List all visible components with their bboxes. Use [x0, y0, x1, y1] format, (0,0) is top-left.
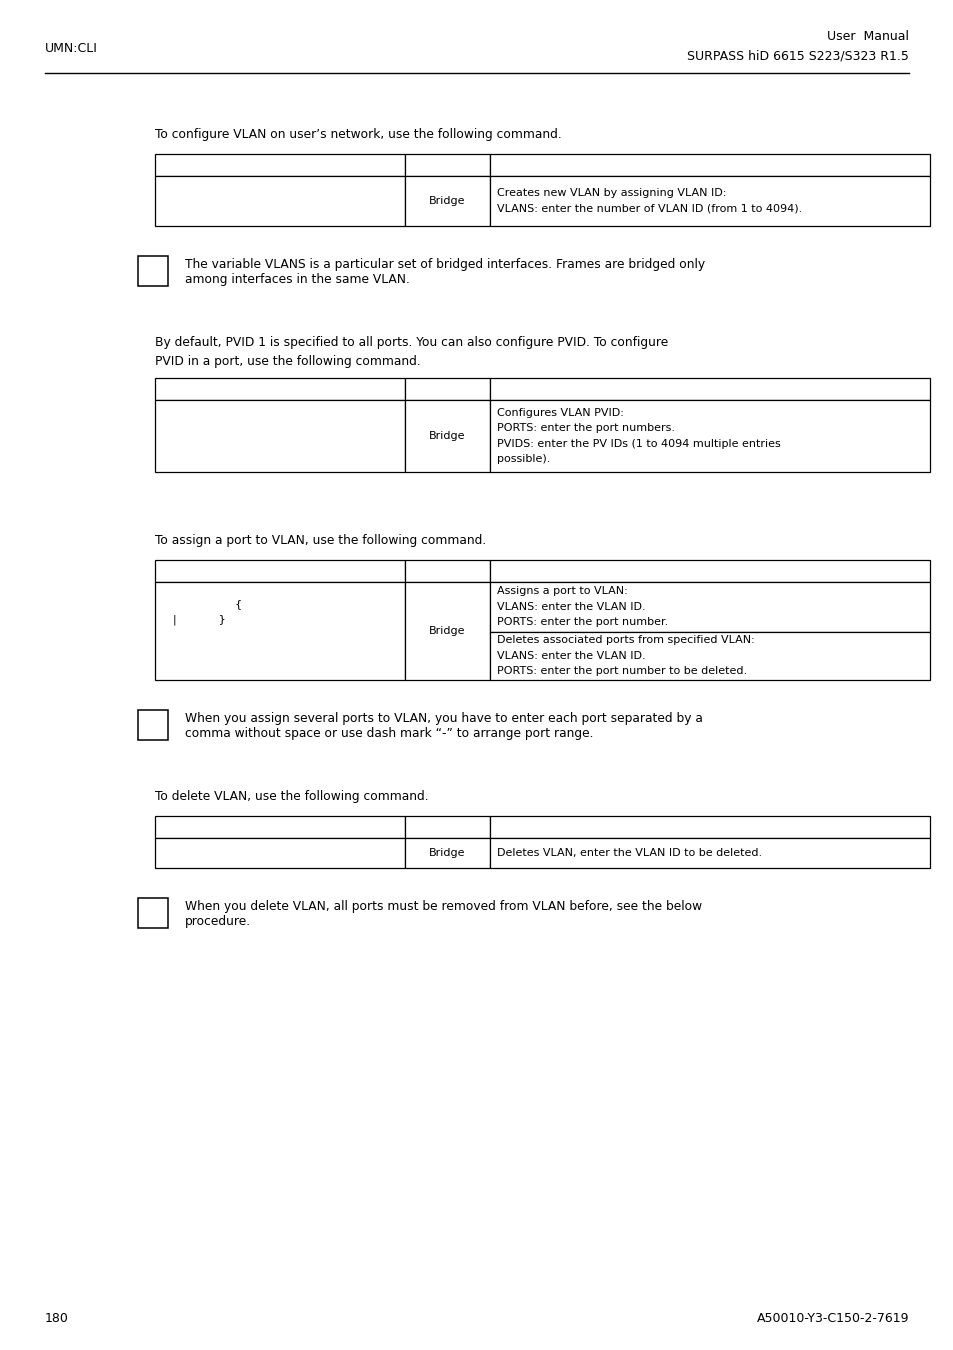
Bar: [490, 560, 929, 582]
Text: UMN:CLI: UMN:CLI: [45, 42, 98, 54]
Bar: [154, 176, 405, 225]
Bar: [138, 898, 168, 927]
Text: PVIDS: enter the PV IDs (1 to 4094 multiple entries: PVIDS: enter the PV IDs (1 to 4094 multi…: [497, 439, 780, 448]
Bar: [490, 176, 929, 225]
Text: The variable VLANS is a particular set of bridged interfaces. Frames are bridged: The variable VLANS is a particular set o…: [185, 258, 704, 286]
Bar: [154, 582, 405, 680]
Text: |            }: | }: [172, 614, 226, 625]
Text: To configure VLAN on user’s network, use the following command.: To configure VLAN on user’s network, use…: [154, 128, 561, 140]
Text: Creates new VLAN by assigning VLAN ID:: Creates new VLAN by assigning VLAN ID:: [497, 188, 725, 198]
Bar: [154, 378, 405, 400]
Text: A50010-Y3-C150-2-7619: A50010-Y3-C150-2-7619: [756, 1311, 908, 1324]
Bar: [405, 560, 490, 582]
Text: Configures VLAN PVID:: Configures VLAN PVID:: [497, 408, 623, 417]
Text: VLANS: enter the number of VLAN ID (from 1 to 4094).: VLANS: enter the number of VLAN ID (from…: [497, 204, 801, 213]
Bar: [154, 400, 405, 472]
Bar: [405, 838, 490, 868]
Bar: [490, 400, 929, 472]
Bar: [490, 378, 929, 400]
Text: When you assign several ports to VLAN, you have to enter each port separated by : When you assign several ports to VLAN, y…: [185, 711, 702, 740]
Bar: [490, 582, 929, 632]
Bar: [490, 154, 929, 176]
Bar: [154, 154, 405, 176]
Text: Deletes associated ports from specified VLAN:: Deletes associated ports from specified …: [497, 636, 754, 645]
Bar: [138, 256, 168, 286]
Text: {: {: [234, 599, 242, 609]
Bar: [154, 838, 405, 868]
Bar: [154, 560, 405, 582]
Bar: [405, 815, 490, 838]
Text: When you delete VLAN, all ports must be removed from VLAN before, see the below
: When you delete VLAN, all ports must be …: [185, 900, 701, 927]
Text: 180: 180: [45, 1311, 69, 1324]
Text: PVID in a port, use the following command.: PVID in a port, use the following comman…: [154, 355, 420, 367]
Text: PORTS: enter the port number to be deleted.: PORTS: enter the port number to be delet…: [497, 667, 746, 676]
Text: Bridge: Bridge: [429, 848, 465, 859]
Bar: [405, 176, 490, 225]
Text: To assign a port to VLAN, use the following command.: To assign a port to VLAN, use the follow…: [154, 535, 486, 547]
Text: VLANS: enter the VLAN ID.: VLANS: enter the VLAN ID.: [497, 651, 645, 661]
Bar: [138, 710, 168, 740]
Text: SURPASS hiD 6615 S223/S323 R1.5: SURPASS hiD 6615 S223/S323 R1.5: [686, 50, 908, 62]
Bar: [405, 582, 490, 680]
Bar: [405, 400, 490, 472]
Text: By default, PVID 1 is specified to all ports. You can also configure PVID. To co: By default, PVID 1 is specified to all p…: [154, 336, 667, 350]
Text: User  Manual: User Manual: [826, 30, 908, 42]
Bar: [490, 632, 929, 680]
Text: Deletes VLAN, enter the VLAN ID to be deleted.: Deletes VLAN, enter the VLAN ID to be de…: [497, 848, 761, 859]
Text: VLANS: enter the VLAN ID.: VLANS: enter the VLAN ID.: [497, 602, 645, 612]
Text: Bridge: Bridge: [429, 196, 465, 207]
Text: To delete VLAN, use the following command.: To delete VLAN, use the following comman…: [154, 790, 428, 803]
Text: Assigns a port to VLAN:: Assigns a port to VLAN:: [497, 586, 627, 597]
Text: Bridge: Bridge: [429, 626, 465, 636]
Bar: [154, 815, 405, 838]
Text: Bridge: Bridge: [429, 431, 465, 441]
Text: PORTS: enter the port number.: PORTS: enter the port number.: [497, 617, 667, 628]
Bar: [405, 154, 490, 176]
Bar: [490, 815, 929, 838]
Text: PORTS: enter the port numbers.: PORTS: enter the port numbers.: [497, 424, 675, 433]
Bar: [405, 378, 490, 400]
Text: possible).: possible).: [497, 454, 550, 464]
Bar: [490, 838, 929, 868]
